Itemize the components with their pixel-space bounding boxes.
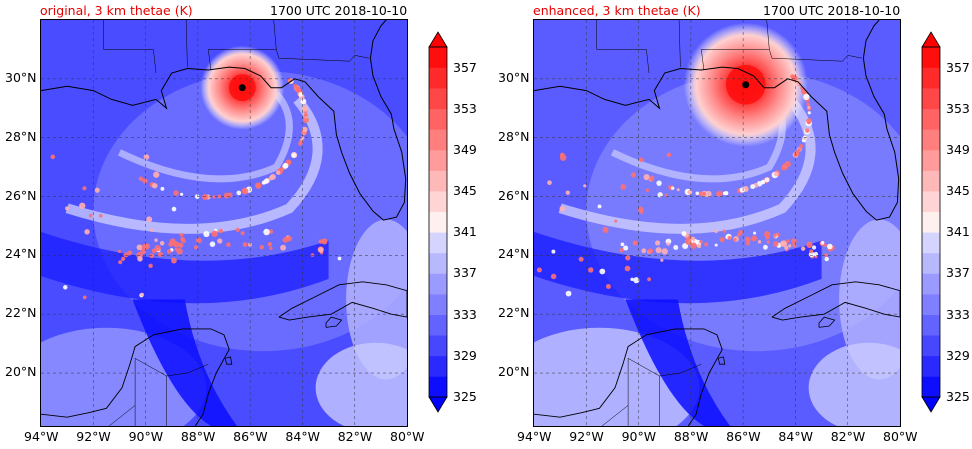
lon-tick-label: 82°W — [830, 429, 866, 444]
colorbar-segment — [922, 232, 940, 254]
thetae-field-enhanced — [534, 20, 900, 426]
panel-time: 1700 UTC 2018-10-10 — [763, 3, 901, 18]
lon-tick-label: 88°W — [673, 429, 709, 444]
lon-tick-label: 80°W — [883, 429, 918, 444]
colorbar-label: 345 — [453, 183, 477, 199]
colorbar-segment — [429, 88, 447, 110]
colorbar-segment — [922, 294, 940, 315]
lon-tick-label: 92°W — [569, 429, 604, 444]
colorbar-min-arrow — [921, 396, 941, 413]
colorbar-label: 353 — [453, 100, 477, 116]
colorbar-label: 349 — [453, 141, 477, 157]
lon-tick-label: 94°W — [517, 429, 552, 444]
colorbar-label: 337 — [946, 265, 970, 281]
panel-enhanced: enhanced, 3 km thetae (K) 1700 UTC 2018-… — [493, 0, 972, 449]
colorbar-segment — [922, 273, 940, 295]
lat-tick-label: 20°N — [5, 364, 37, 380]
colorbar-segment — [429, 129, 447, 151]
colorbar-label: 357 — [946, 59, 970, 75]
lon-tick-label: 90°W — [128, 429, 164, 444]
lon-tick-label: 82°W — [337, 429, 373, 444]
lon-tick-label: 86°W — [726, 429, 761, 444]
colorbar-segment — [922, 335, 940, 357]
colorbar-segment — [429, 294, 447, 315]
lon-tick-label: 88°W — [180, 429, 216, 444]
colorbar-segment — [922, 129, 940, 151]
colorbar-label: 325 — [453, 389, 477, 404]
colorbar-segment — [429, 335, 447, 357]
colorbar-label: 357 — [453, 59, 477, 75]
colorbar-label: 333 — [453, 306, 477, 322]
colorbar-segment — [922, 108, 940, 130]
colorbar-segment — [922, 170, 940, 192]
colorbar-max-arrow — [428, 31, 448, 48]
map-original — [40, 19, 408, 427]
lat-tick-label: 30°N — [5, 69, 37, 85]
lat-tick-label: 22°N — [498, 305, 530, 321]
colorbar-label: 341 — [946, 224, 970, 240]
colorbar-segment — [922, 355, 940, 377]
colorbar-label: 345 — [946, 183, 970, 199]
colorbar-label: 329 — [453, 347, 477, 363]
colorbar-max-arrow — [921, 31, 941, 48]
colorbar-segment — [429, 273, 447, 295]
colorbar-original — [428, 31, 448, 413]
lon-tick-label: 80°W — [390, 429, 425, 444]
colorbar-segment — [922, 67, 940, 89]
lat-tick-label: 24°N — [5, 246, 37, 262]
colorbar-label: 353 — [946, 100, 970, 116]
panel-original: original, 3 km thetae (K) 1700 UTC 2018-… — [5, 3, 477, 444]
colorbar-segment — [429, 232, 447, 254]
colorbar-segment — [429, 252, 447, 274]
colorbar-min-arrow — [428, 396, 448, 413]
storm-center-marker — [742, 81, 750, 89]
thetae-field-original — [41, 20, 407, 426]
storm-center-marker — [238, 84, 246, 92]
colorbar-segment — [922, 211, 940, 233]
colorbar-segment — [429, 211, 447, 233]
panel-title: enhanced, 3 km thetae (K) — [533, 3, 701, 18]
colorbar-segment — [429, 314, 447, 336]
colorbar-label: 341 — [453, 224, 477, 240]
lat-tick-label: 20°N — [498, 364, 530, 380]
lat-tick-label: 28°N — [498, 128, 530, 144]
lon-tick-label: 84°W — [778, 429, 813, 444]
lon-tick-label: 90°W — [621, 429, 657, 444]
lat-tick-label: 26°N — [498, 187, 530, 203]
lat-tick-label: 30°N — [498, 69, 530, 85]
lat-tick-label: 26°N — [5, 187, 37, 203]
lat-tick-label: 24°N — [498, 246, 530, 262]
colorbar-enhanced — [921, 31, 941, 413]
colorbar-label: 337 — [453, 265, 477, 281]
colorbar-segment — [429, 108, 447, 130]
colorbar-segment — [922, 191, 940, 213]
lon-tick-label: 94°W — [24, 429, 59, 444]
colorbar-segment — [429, 191, 447, 213]
colorbar-segment — [922, 376, 940, 398]
lon-tick-label: 86°W — [233, 429, 268, 444]
panel-title: original, 3 km thetae (K) — [40, 3, 193, 18]
colorbar-segment — [429, 376, 447, 398]
lat-tick-label: 28°N — [5, 128, 37, 144]
colorbar-label: 333 — [946, 306, 970, 322]
colorbar-segment — [429, 355, 447, 377]
colorbar-label: 329 — [946, 347, 970, 363]
colorbar-segment — [429, 47, 447, 68]
colorbar-segment — [922, 88, 940, 110]
colorbar-segment — [922, 47, 940, 68]
lon-tick-label: 84°W — [285, 429, 320, 444]
colorbar-segment — [922, 252, 940, 274]
colorbar-segment — [429, 170, 447, 192]
map-enhanced — [533, 19, 901, 427]
lon-tick-label: 92°W — [76, 429, 111, 444]
colorbar-segment — [429, 67, 447, 89]
colorbar-label: 349 — [946, 141, 970, 157]
colorbar-segment — [922, 314, 940, 336]
colorbar-label: 325 — [946, 389, 970, 404]
panel-time: 1700 UTC 2018-10-10 — [270, 3, 408, 18]
colorbar-segment — [922, 149, 940, 171]
colorbar-segment — [429, 149, 447, 171]
lat-tick-label: 22°N — [5, 305, 37, 321]
